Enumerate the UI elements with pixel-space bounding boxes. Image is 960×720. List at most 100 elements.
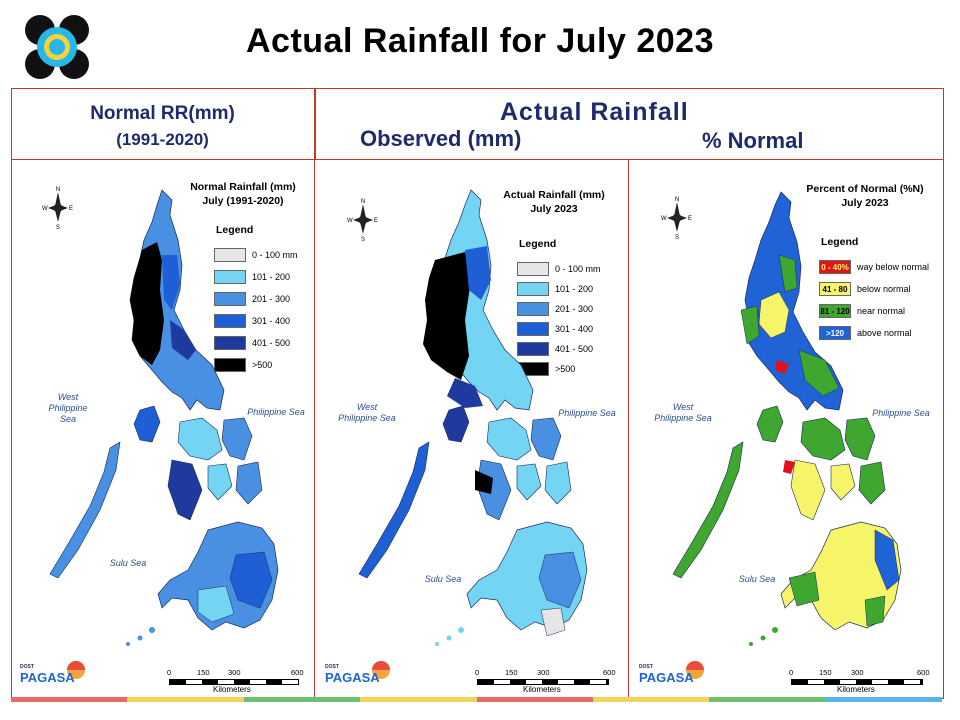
map-title-line2: July (1991-2020) [202,195,284,207]
normal-rainfall-panel: N S W E Normal Rainfall (mm) July (1991-… [11,159,316,699]
scale-tick-label: 0 [167,668,172,677]
scale-bar: 0 150 300 600 Kilometers [167,668,304,694]
sea-label-west: West Philippine Sea [654,402,712,423]
compass-rose-icon: N S W E [345,196,381,243]
pagasa-logo: DOST PAGASA [637,658,707,692]
svg-text:PAGASA: PAGASA [20,670,75,685]
philippines-map [672,191,902,646]
scale-tick-label: 150 [197,668,210,677]
scale-tick-label: 150 [819,668,832,677]
legend-swatch [214,314,246,328]
legend-label: way below normal [857,262,930,272]
legend-swatch [517,282,549,296]
svg-text:E: E [688,216,692,222]
percent-normal-header: % Normal [702,128,804,153]
legend-label: 301 - 400 [555,324,594,334]
legend-label: 401 - 500 [555,344,594,354]
philippines-map [49,189,279,646]
scale-tick-label: 600 [603,668,616,677]
scale-bar: 0 150 300 600 Kilometers [789,668,930,694]
legend-swatch [517,342,549,356]
sea-label-east: Philippine Sea [558,408,616,418]
compass-rose-icon: N S W E [659,194,695,241]
sea-label-west: West Philippine Sea [48,392,88,424]
legend-swatch: 81 - 120 [819,304,851,318]
svg-text:S: S [56,225,60,230]
svg-text:E: E [69,206,73,212]
svg-text:S: S [361,237,365,242]
legend-label: 201 - 300 [555,304,594,314]
compass-rose-icon: N S W E [40,184,76,231]
philippines-map [358,189,588,646]
legend-label: >500 [555,364,576,374]
normal-header-line1: Normal RR(mm) [90,103,235,124]
legend-swatch: 41 - 80 [819,282,851,296]
scale-tick-label: 300 [228,668,241,677]
svg-text:N: N [361,199,365,205]
map-title-line1: Actual Rainfall (mm) [503,189,605,201]
map-title-line2: July 2023 [841,197,889,209]
svg-text:PAGASA: PAGASA [639,670,694,685]
legend-label: >500 [252,360,273,370]
map-title-line1: Normal Rainfall (mm) [190,181,296,193]
actual-rainfall-header: Actual Rainfall [500,98,689,126]
legend-label: 101 - 200 [252,272,291,282]
map-title-line2: July 2023 [530,203,578,215]
legend-label: near normal [857,306,906,316]
legend-swatch: >120 [819,326,851,340]
sea-label-sulu: Sulu Sea [109,558,147,568]
scale-tick-label: 300 [537,668,550,677]
scale-tick-label: 300 [851,668,864,677]
bottom-color-strip [11,697,942,702]
svg-text:W: W [347,218,353,224]
scale-unit: Kilometers [213,685,251,694]
svg-text:DOST: DOST [325,664,339,670]
map-title-line1: Percent of Normal (%N) [806,183,924,195]
svg-text:DOST: DOST [20,664,34,670]
legend-title: Legend [821,236,859,248]
scale-tick-label: 0 [475,668,480,677]
legend-swatch [517,302,549,316]
scale-tick-label: 600 [917,668,930,677]
svg-text:S: S [675,235,679,240]
pagasa-logo: DOST PAGASA [323,658,393,692]
legend-label: 0 - 100 mm [555,264,601,274]
svg-text:N: N [675,197,679,203]
page-title: Actual Rainfall for July 2023 [246,22,714,60]
sea-label-sulu: Sulu Sea [738,574,776,584]
pagasa-logo: DOST PAGASA [18,658,88,692]
legend-label: above normal [857,328,912,338]
svg-text:N: N [56,187,60,193]
legend-swatch [214,292,246,306]
sea-label-east: Philippine Sea [247,407,305,417]
legend-swatch [517,262,549,276]
legend-title: Legend [519,238,557,250]
scale-bar: 0 150 300 600 Kilometers [475,668,616,694]
sea-label-sulu: Sulu Sea [424,574,462,584]
legend-label: 301 - 400 [252,316,291,326]
scale-tick-label: 600 [291,668,304,677]
legend-label: 201 - 300 [252,294,291,304]
svg-text:W: W [661,216,667,222]
observed-header: Observed (mm) [360,126,522,151]
scale-tick-label: 150 [505,668,518,677]
svg-text:DOST: DOST [639,664,653,670]
svg-text:W: W [42,206,48,212]
legend-label: below normal [857,284,911,294]
scale-tick-label: 0 [789,668,794,677]
legend-swatch: 0 - 40% [819,260,851,274]
legend-swatch [214,358,246,372]
normal-header-line2: (1991-2020) [116,130,209,149]
svg-text:PAGASA: PAGASA [325,670,380,685]
legend-label: 401 - 500 [252,338,291,348]
sea-label-west: West Philippine Sea [338,402,396,423]
svg-text:E: E [374,218,378,224]
legend-label: 0 - 100 mm [252,250,298,260]
legend-title: Legend [216,224,254,236]
legend-swatch [214,270,246,284]
legend-swatch [214,336,246,350]
legend-label: 101 - 200 [555,284,594,294]
scale-unit: Kilometers [523,685,561,694]
agency-seal-logo [24,14,90,80]
legend-swatch [517,322,549,336]
